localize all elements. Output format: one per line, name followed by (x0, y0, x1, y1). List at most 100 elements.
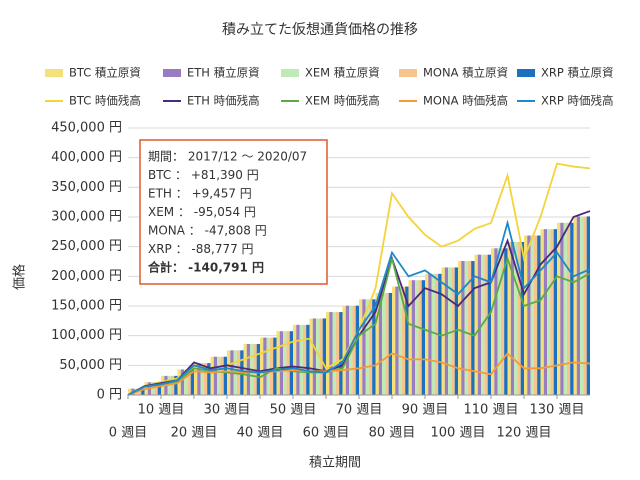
bar (339, 312, 343, 395)
bar (487, 254, 491, 395)
bar (527, 235, 531, 395)
legend-label: ETH 積立原資 (187, 66, 260, 80)
y-axis-label: 価格 (12, 264, 28, 290)
bar (256, 343, 260, 395)
bar (362, 299, 366, 395)
bar (530, 235, 534, 395)
bar (368, 299, 373, 395)
bar (586, 216, 590, 395)
bar (517, 241, 521, 395)
y-tick-label: 150,000 円 (51, 299, 122, 314)
bar (580, 216, 584, 395)
bar (296, 324, 300, 395)
y-tick-label: 50,000 円 (59, 358, 122, 373)
bar (283, 331, 287, 395)
x-tick-label: 0 週目 (109, 426, 147, 441)
bar (500, 248, 505, 395)
x-tick-label: 20 週目 (171, 426, 218, 441)
bar (491, 248, 495, 395)
bar (316, 318, 320, 395)
bar (322, 318, 326, 395)
bar (497, 248, 501, 395)
legend-swatch (281, 69, 299, 77)
bar (154, 382, 158, 395)
annotation-line: XEM ： -95,054 円 (148, 205, 256, 219)
legend-label: XEM 積立原資 (305, 66, 380, 80)
bar (458, 261, 462, 395)
annotation-line: 合計： -140,791 円 (148, 260, 264, 275)
x-tick-label: 80 週目 (369, 426, 416, 441)
bar (461, 261, 465, 395)
bar (494, 248, 498, 395)
legend-label: XRP 積立原資 (541, 66, 613, 80)
bar (543, 229, 548, 395)
bar (425, 273, 429, 395)
bar (474, 254, 478, 395)
bar (550, 229, 554, 395)
bar (342, 305, 346, 395)
bar (408, 280, 412, 395)
bar (484, 254, 488, 395)
y-tick-label: 300,000 円 (51, 210, 122, 225)
legend-label: BTC 時価残高 (69, 94, 141, 108)
annotation-line: MONA ： -47,808 円 (148, 224, 267, 238)
bar (306, 324, 310, 395)
bar (441, 267, 445, 395)
legend-label: XRP 時価残高 (541, 94, 613, 108)
bar (464, 261, 468, 395)
bar (174, 375, 178, 395)
bar (286, 331, 290, 395)
bar (444, 267, 449, 395)
x-tick-label: 30 週目 (204, 403, 251, 418)
bar (355, 305, 359, 395)
bar (514, 241, 518, 395)
bar (388, 292, 392, 395)
annotation-line: ETH ： +9,457 円 (148, 187, 252, 201)
legend-label: XEM 時価残高 (305, 94, 380, 108)
bar (405, 286, 409, 395)
bar (431, 273, 435, 395)
bar (170, 375, 175, 395)
y-tick-label: 250,000 円 (51, 239, 122, 254)
x-axis-label: 積立期間 (309, 456, 361, 471)
bar (573, 216, 577, 395)
bar (570, 222, 574, 395)
bar (326, 312, 330, 395)
legend-swatch (45, 69, 63, 77)
bar (319, 318, 323, 395)
bar (540, 229, 544, 395)
bar (128, 388, 132, 395)
legend-swatch (399, 69, 417, 77)
bar (583, 216, 587, 395)
line (127, 255, 591, 396)
bar (269, 337, 274, 395)
bar (332, 312, 336, 395)
annotation-line: 期間： 2017/12 ～ 2020/07 (148, 150, 307, 164)
bar (210, 356, 214, 395)
x-tick-label: 70 週目 (336, 403, 383, 418)
bar (471, 261, 475, 395)
y-tick-label: 350,000 円 (51, 180, 122, 195)
annotation-line: XRP ： -88,777 円 (148, 242, 254, 256)
x-tick-label: 100 週目 (431, 426, 486, 441)
x-tick-label: 110 週目 (464, 403, 519, 418)
bar (220, 356, 224, 395)
bar (563, 222, 567, 395)
legend-label: MONA 時価残高 (423, 94, 508, 108)
legend-label: BTC 積立原資 (69, 66, 141, 80)
bar (507, 241, 511, 395)
legend-label: ETH 時価残高 (187, 94, 260, 108)
bar (141, 388, 145, 395)
bar (398, 286, 402, 395)
bar (467, 261, 472, 395)
x-tick-label: 10 週目 (138, 403, 185, 418)
bar (448, 267, 452, 395)
bar (524, 235, 528, 395)
bar (273, 337, 277, 395)
x-tick-label: 50 週目 (270, 403, 317, 418)
bar (299, 324, 303, 395)
bar (289, 331, 293, 395)
bar (217, 356, 221, 395)
line (127, 352, 591, 396)
bar (510, 241, 515, 395)
